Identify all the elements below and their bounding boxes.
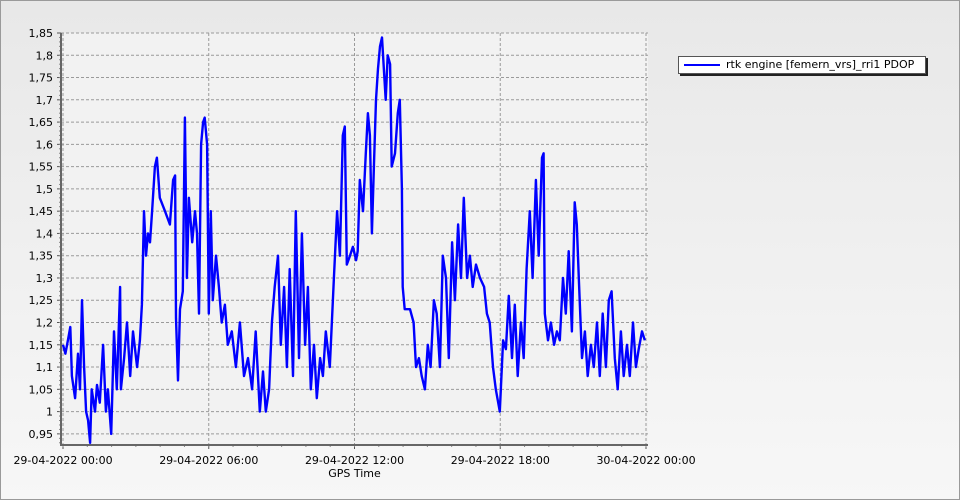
y-tick-label: 1,3 [36, 272, 54, 285]
legend: rtk engine [femern_vrs]_rri1 PDOP [678, 56, 926, 74]
series-line [61, 36, 646, 444]
y-tick-label: 1,8 [36, 49, 54, 62]
y-tick-label: 1,65 [29, 116, 54, 129]
y-tick-label: 1,05 [29, 383, 54, 396]
y-tick-label: 1 [46, 406, 53, 419]
x-tick-label: 29-04-2022 18:00 [451, 454, 550, 467]
y-tick-label: 1,15 [29, 339, 54, 352]
y-tick-label: 1,4 [36, 227, 54, 240]
x-tick-label: 29-04-2022 00:00 [13, 454, 112, 467]
legend-swatch [684, 64, 720, 66]
y-tick-label: 1,5 [36, 183, 54, 196]
legend-label: rtk engine [femern_vrs]_rri1 PDOP [726, 58, 915, 71]
x-tick-label: 30-04-2022 00:00 [596, 454, 695, 467]
y-tick-label: 1,25 [29, 294, 54, 307]
y-tick-label: 0,95 [29, 428, 54, 441]
y-tick-label: 1,7 [36, 94, 54, 107]
y-tick-label: 1,35 [29, 250, 54, 263]
y-tick-label: 1,85 [29, 27, 54, 40]
y-tick-label: 1,45 [29, 205, 54, 218]
x-tick-label: 29-04-2022 06:00 [159, 454, 258, 467]
y-tick-label: 1,6 [36, 138, 54, 151]
y-tick-label: 1,75 [29, 72, 54, 85]
y-tick-label: 1,55 [29, 161, 54, 174]
y-tick-label: 1,1 [36, 361, 54, 374]
x-tick-label: 29-04-2022 12:00 [305, 454, 404, 467]
y-tick-label: 1,2 [36, 317, 54, 330]
x-axis-label: GPS Time [328, 467, 381, 480]
